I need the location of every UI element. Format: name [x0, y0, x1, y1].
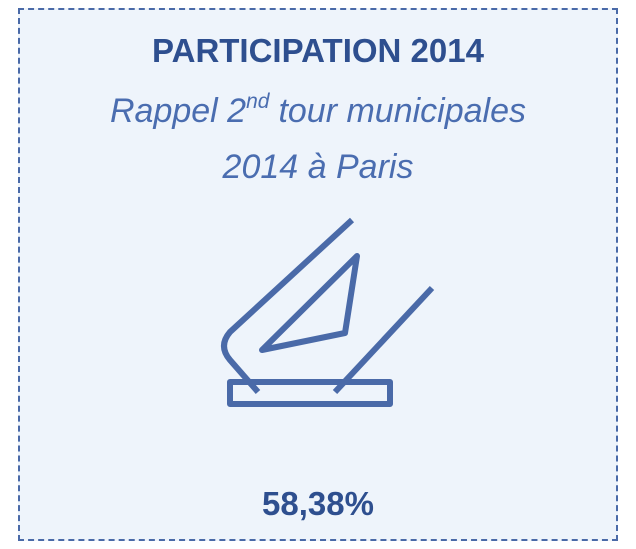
ballot-outline [221, 217, 355, 394]
subtitle-after: tour municipales [278, 92, 527, 130]
card: PARTICIPATION 2014 Rappel 2nd tour munici… [18, 8, 618, 541]
subtitle-line-2: 2014 à Paris [222, 148, 414, 186]
subtitle-before: Rappel 2 [109, 92, 247, 130]
subtitle-line-1: Rappel 2nd tour municipales [20, 90, 616, 131]
title: PARTICIPATION 2014 [152, 32, 484, 69]
subtitle-superscript: nd [246, 90, 270, 113]
ballot-triangle [259, 253, 360, 353]
participation-value: 58,38% [262, 485, 374, 522]
ballot-box [227, 379, 393, 407]
ballot-edge [332, 285, 435, 395]
